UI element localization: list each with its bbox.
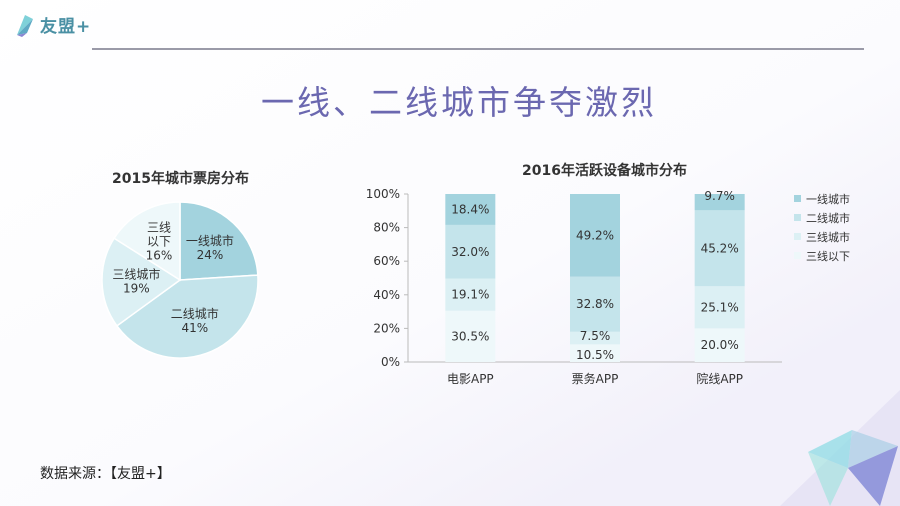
corner-gem bbox=[848, 446, 898, 506]
y-tick-label: 40% bbox=[373, 288, 400, 302]
corner-gem bbox=[848, 430, 898, 468]
legend-label: 三线以下 bbox=[806, 249, 850, 263]
bar-segment-value-label: 18.4% bbox=[451, 202, 489, 216]
pie-slice bbox=[113, 201, 181, 282]
legend-swatch bbox=[794, 252, 801, 259]
pie-slice-value-label: 16% bbox=[146, 249, 173, 263]
bar-segment bbox=[445, 194, 496, 225]
legend-label: 二线城市 bbox=[806, 211, 850, 225]
bar-segment-value-label: 9.7% bbox=[704, 189, 735, 203]
pie-slice-name-label: 以下 bbox=[147, 235, 171, 249]
legend-label: 三线城市 bbox=[806, 230, 850, 244]
x-category-label: 电影APP bbox=[447, 372, 494, 386]
bar-segment bbox=[694, 210, 745, 287]
legend-label: 一线城市 bbox=[806, 192, 850, 206]
y-tick-label: 60% bbox=[373, 254, 400, 268]
bar-segment-value-label: 32.8% bbox=[576, 297, 614, 311]
bar-segment bbox=[570, 194, 620, 277]
bar-segment bbox=[445, 278, 496, 311]
bar-segment-value-label: 45.2% bbox=[701, 241, 739, 255]
legend-swatch bbox=[794, 195, 801, 202]
bar-chart-title: 2016年活跃设备城市分布 bbox=[522, 163, 687, 179]
bar-segment bbox=[445, 310, 496, 362]
bar-segment-value-label: 7.5% bbox=[580, 329, 611, 343]
brand-logo: 友盟+ bbox=[14, 12, 91, 37]
pie-slice bbox=[115, 274, 259, 359]
bar-segment-value-label: 49.2% bbox=[576, 228, 614, 242]
bar-segment bbox=[694, 328, 745, 362]
pie-slice-value-label: 41% bbox=[181, 321, 208, 335]
pie-slice bbox=[179, 201, 259, 281]
bar-segment bbox=[694, 286, 745, 329]
pie-slice bbox=[101, 237, 182, 327]
y-tick-label: 100% bbox=[366, 187, 400, 201]
corner-gem bbox=[808, 430, 852, 468]
page-title: 一线、二线城市争夺激烈 bbox=[261, 83, 657, 122]
brand-name: 友盟+ bbox=[40, 17, 92, 37]
bar-segment-value-label: 10.5% bbox=[576, 348, 614, 362]
bar-segment-value-label: 19.1% bbox=[451, 288, 489, 302]
bar-segment-value-label: 30.5% bbox=[451, 329, 489, 343]
legend-swatch bbox=[794, 214, 801, 221]
stacked-bar-chart: 0% 20% 40% 60% 80% 100% 30.5% 19.1% 32.0% 18.4% 电影… bbox=[366, 187, 850, 386]
legend-swatch bbox=[794, 233, 801, 240]
corner-gem bbox=[808, 452, 848, 506]
bar-segment bbox=[570, 344, 620, 362]
pie-slice-value-label: 19% bbox=[123, 281, 150, 295]
pie-slice-value-label: 24% bbox=[197, 248, 224, 262]
x-category-label: 票务APP bbox=[572, 371, 619, 386]
bar-segment bbox=[445, 224, 496, 279]
y-tick-label: 20% bbox=[373, 321, 400, 335]
bar-segment bbox=[694, 194, 745, 211]
bar-segment-value-label: 20.0% bbox=[701, 338, 739, 352]
y-tick-label: 0% bbox=[381, 355, 400, 369]
pie-slice-name-label: 三线城市 bbox=[112, 266, 160, 281]
pie-slice-name-label: 三线 bbox=[147, 221, 171, 235]
data-source-note: 数据来源：【友盟+】 bbox=[40, 466, 171, 482]
header-divider bbox=[92, 48, 864, 50]
umeng-logo-icon bbox=[17, 14, 33, 37]
bar-segment-value-label: 32.0% bbox=[451, 245, 489, 259]
pie-slice-name-label: 二线城市 bbox=[171, 306, 219, 321]
pie-slice-name-label: 一线城市 bbox=[186, 233, 234, 248]
bar-segment bbox=[570, 276, 620, 332]
bar-segment-value-label: 25.1% bbox=[701, 300, 739, 314]
bar-segment bbox=[570, 331, 620, 345]
y-tick-label: 80% bbox=[373, 221, 400, 235]
x-category-label: 院线APP bbox=[696, 372, 743, 386]
pie-chart-title: 2015年城市票房分布 bbox=[112, 171, 249, 187]
